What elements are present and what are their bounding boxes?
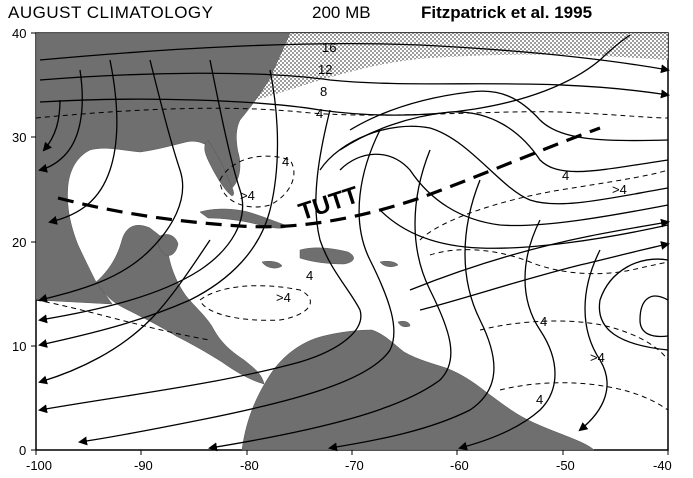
y-tick-label: 40 [12, 26, 26, 41]
isotach [429, 249, 669, 275]
streamline [78, 129, 395, 446]
streamline [328, 179, 495, 452]
isotach-label: 16 [322, 40, 336, 55]
streamline [349, 90, 669, 142]
trinidad [397, 320, 411, 328]
streamline [639, 295, 669, 338]
source-citation: Fitzpatrick et al. 1995 [421, 3, 593, 22]
isotachs [35, 107, 669, 411]
jamaica [261, 260, 283, 269]
puerto-rico [379, 260, 399, 267]
isotach [419, 169, 669, 241]
x-tick-label: -90 [134, 458, 153, 473]
x-tick-label: -100 [26, 458, 52, 473]
isotach-label: 4 [306, 268, 313, 283]
streamline [38, 69, 83, 173]
y-tick-label: 0 [19, 443, 26, 458]
isotach [219, 155, 295, 208]
isotach [35, 299, 211, 341]
isotach-label: >4 [240, 188, 255, 203]
streamline [319, 125, 669, 205]
streamline [339, 153, 669, 227]
isotach-label: 12 [318, 62, 332, 77]
streamline [38, 69, 279, 348]
isotach-label: 8 [320, 84, 327, 99]
isotach-labels: 16 12 8 4 4 >4 4 >4 >4 4 4 >4 4 [240, 40, 627, 407]
axis-ticks [31, 32, 669, 455]
streamline [38, 59, 184, 303]
y-tick-label: 10 [12, 339, 26, 354]
y-tick-label: 20 [12, 235, 26, 250]
isotach [479, 320, 669, 361]
streamline [38, 59, 244, 324]
streamline [48, 59, 118, 225]
isotach-label: 4 [562, 168, 569, 183]
streamline [409, 218, 670, 291]
streamline [578, 249, 608, 432]
yucatan [157, 234, 179, 256]
map-title: AUGUST CLIMATOLOGY [8, 3, 214, 22]
streamline [39, 72, 670, 99]
isotach [35, 107, 669, 119]
streamline [339, 111, 669, 173]
x-tick-label: -80 [240, 458, 259, 473]
streamline [42, 99, 61, 152]
streamline [208, 149, 452, 452]
south-america [241, 329, 595, 451]
isotach-label: >4 [276, 290, 291, 305]
streamline [598, 258, 669, 351]
streamline [39, 43, 670, 74]
isotach-label: >4 [612, 182, 627, 197]
tutt-trough-axis [57, 126, 601, 229]
isotach-label: >4 [590, 350, 605, 365]
x-tick-label: -70 [345, 458, 364, 473]
x-tick-label: -50 [556, 458, 575, 473]
isotach-label: 4 [540, 314, 547, 329]
y-axis-labels: 40 30 20 10 0 [12, 26, 26, 458]
streamline [458, 219, 556, 451]
streamline [419, 241, 670, 311]
y-tick-label: 30 [12, 130, 26, 145]
isotach-label: 4 [282, 154, 289, 169]
streamline [38, 239, 211, 385]
streamlines [38, 34, 670, 452]
isotach-label: 4 [536, 392, 543, 407]
isotach [499, 382, 669, 411]
x-axis-labels: -100 -90 -80 -70 -60 -50 -40 [26, 458, 672, 473]
streamline [379, 209, 669, 249]
isotach-label: 4 [316, 106, 323, 121]
x-tick-label: -60 [450, 458, 469, 473]
florida-peninsula [204, 139, 234, 197]
streamline [38, 109, 362, 414]
isotach [199, 285, 311, 321]
pressure-level-label: 200 MB [312, 3, 371, 22]
x-tick-label: -40 [653, 458, 672, 473]
